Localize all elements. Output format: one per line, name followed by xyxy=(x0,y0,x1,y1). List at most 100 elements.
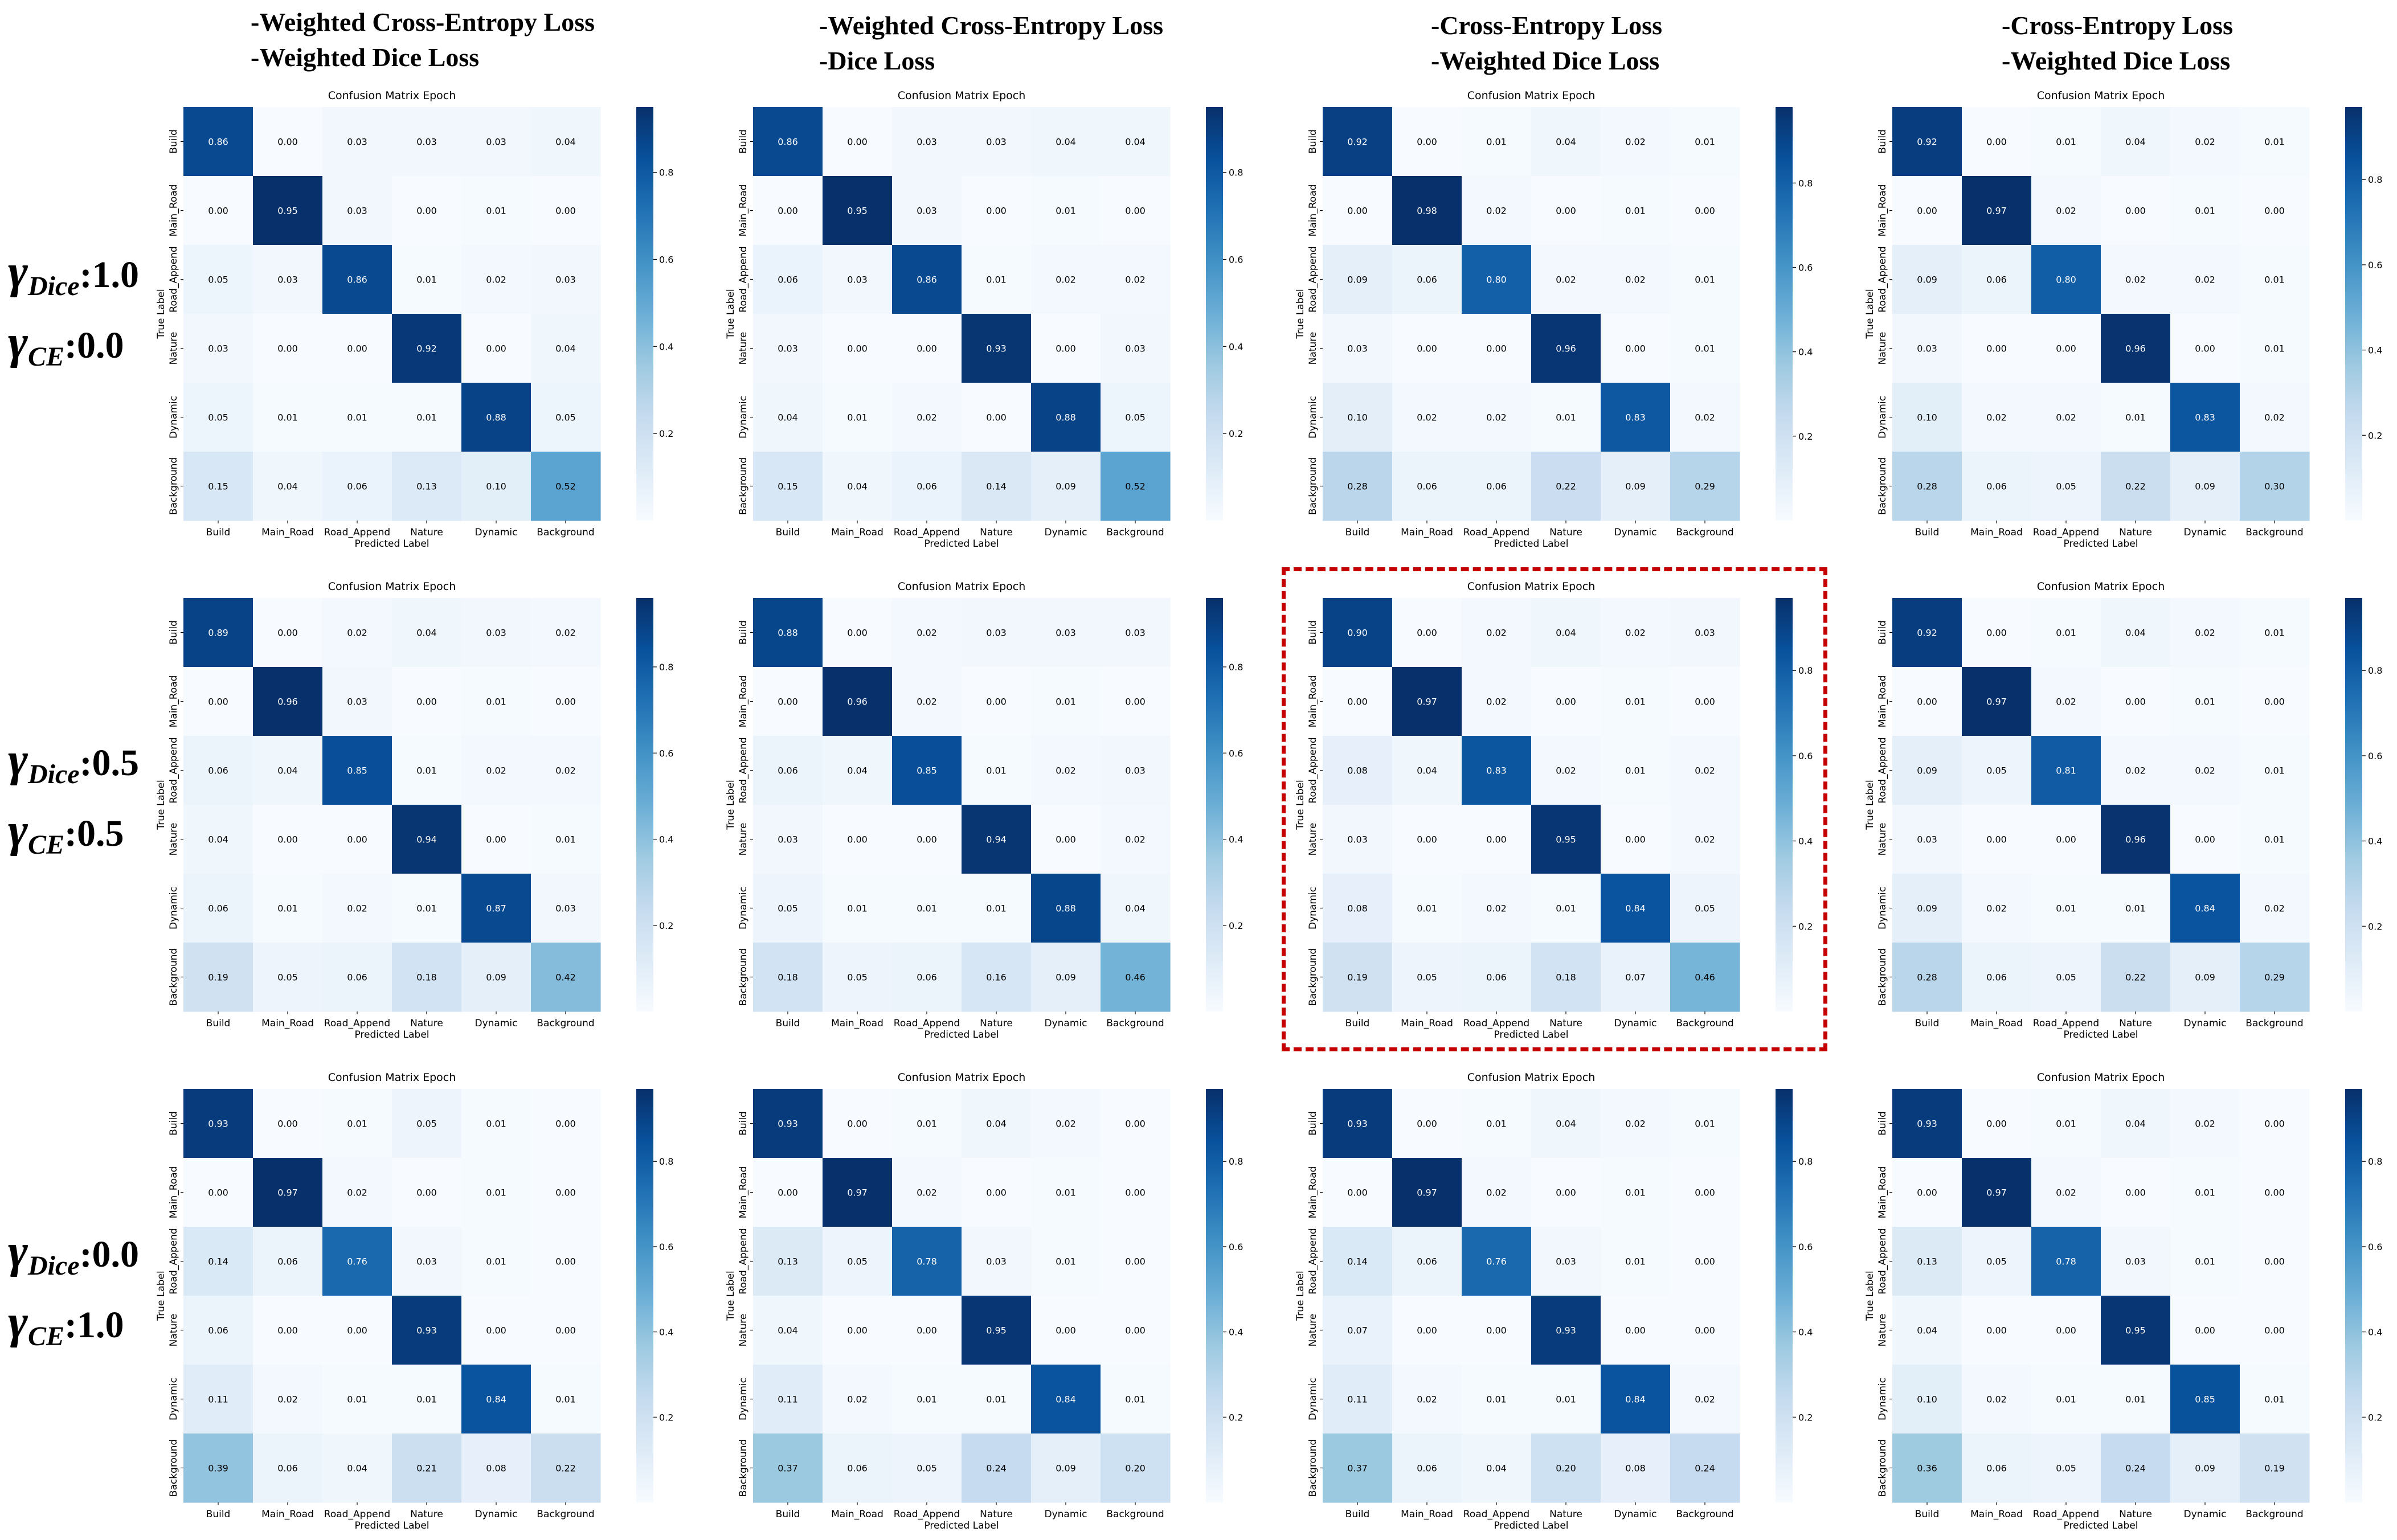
heatmap-cell xyxy=(461,452,531,521)
cell-value: 0.86 xyxy=(347,275,367,285)
heatmap-cell xyxy=(2101,598,2171,667)
heatmap-cell xyxy=(1531,736,1601,805)
y-tick-label: Build xyxy=(168,1111,179,1136)
cell-value: 0.92 xyxy=(1347,137,1368,148)
cell-value: 0.86 xyxy=(208,137,228,148)
confusion-matrix-panel: Confusion Matrix Epoch 0.93 0.00 0.01 0.04 0.… xyxy=(1295,1071,1813,1531)
y-tick-label: Build xyxy=(168,620,179,645)
cell-value: 0.09 xyxy=(1917,765,1937,776)
heatmap-cell xyxy=(461,1227,531,1296)
cell-value: 0.02 xyxy=(1486,1187,1507,1198)
x-tick-label: Build xyxy=(1345,1018,1370,1029)
cell-value: 0.09 xyxy=(486,972,506,983)
y-tick-label: Dynamic xyxy=(1307,1378,1319,1420)
cell-value: 0.09 xyxy=(1056,1463,1076,1474)
cell-value: 0.06 xyxy=(1417,481,1437,492)
heatmap-cell xyxy=(1531,1433,1601,1503)
confusion-matrix-panel: Confusion Matrix Epoch 0.93 0.00 0.01 0.04 0.… xyxy=(1864,1071,2382,1531)
cell-value: 0.29 xyxy=(2264,972,2285,983)
colorbar-tick-label: 0.4 xyxy=(659,1327,673,1338)
cell-value: 0.00 xyxy=(1556,1187,1576,1198)
cell-value: 0.05 xyxy=(847,972,868,983)
y-tick-label: Nature xyxy=(1307,823,1319,856)
cell-value: 0.00 xyxy=(1986,628,2007,638)
cell-value: 0.13 xyxy=(1917,1256,1937,1267)
heatmap-cell xyxy=(531,805,601,874)
cell-value: 0.01 xyxy=(416,412,437,423)
heatmap-cell xyxy=(1031,1227,1101,1296)
cell-value: 0.02 xyxy=(1056,1119,1076,1129)
heatmap-cell xyxy=(253,805,323,874)
colorbar-tick-label: 0.2 xyxy=(659,428,673,439)
x-tick-label: Main_Road xyxy=(1401,1018,1453,1029)
cell-value: 0.85 xyxy=(347,765,367,776)
cell-value: 0.97 xyxy=(1986,697,2007,707)
x-tick-label: Nature xyxy=(410,527,443,538)
x-tick-label: Build xyxy=(206,1509,231,1520)
cell-value: 0.03 xyxy=(1125,765,1146,776)
heatmap-cell xyxy=(1531,667,1601,736)
heatmap-cell xyxy=(1101,107,1171,177)
heatmap-cell xyxy=(2170,452,2240,521)
heatmap-cell xyxy=(2031,245,2101,314)
colorbar-tick-label: 0.8 xyxy=(659,167,673,178)
cell-value: 0.03 xyxy=(555,275,576,285)
x-tick-label: Road_Append xyxy=(2033,1509,2099,1520)
heatmap-cell xyxy=(823,452,893,521)
y-tick-label: Road_Append xyxy=(1877,1228,1888,1294)
cell-value: 0.02 xyxy=(1486,412,1507,423)
panel-title: Confusion Matrix Epoch xyxy=(1467,1071,1596,1084)
heatmap-cell xyxy=(2031,383,2101,452)
column-header-line2: -Weighted Dice Loss xyxy=(251,43,480,72)
cell-value: 0.00 xyxy=(917,343,937,354)
cell-value: 0.01 xyxy=(847,903,868,914)
heatmap-cell xyxy=(2101,1227,2171,1296)
heatmap-cell xyxy=(1670,383,1740,452)
cell-value: 0.98 xyxy=(1417,206,1437,216)
colorbar xyxy=(2345,1089,2362,1502)
heatmap-cell xyxy=(1670,245,1740,314)
cell-value: 0.03 xyxy=(486,628,506,638)
x-tick-label: Build xyxy=(1915,1509,1940,1520)
cell-value: 0.93 xyxy=(1347,1119,1368,1129)
y-tick-label: Build xyxy=(1877,1111,1888,1136)
cell-value: 0.00 xyxy=(778,1187,798,1198)
heatmap-cell xyxy=(183,176,253,245)
heatmap-cell xyxy=(322,805,392,874)
cell-value: 0.02 xyxy=(2056,1187,2076,1198)
colorbar-tick-label: 0.2 xyxy=(2368,430,2382,441)
cell-value: 0.03 xyxy=(847,275,868,285)
cell-value: 0.01 xyxy=(986,903,1007,914)
colorbar-tick-label: 0.2 xyxy=(1798,431,1813,442)
cell-value: 0.01 xyxy=(1695,137,1715,148)
colorbar xyxy=(636,598,653,1011)
x-axis-label: Predicted Label xyxy=(924,538,999,550)
cell-value: 0.83 xyxy=(1486,765,1507,776)
cell-value: 0.04 xyxy=(1556,628,1576,638)
heatmap-cell xyxy=(253,107,323,177)
cell-value: 0.00 xyxy=(1986,137,2007,148)
y-tick-label: Road_Append xyxy=(168,737,179,803)
heatmap-cell xyxy=(1101,1433,1171,1503)
cell-value: 0.00 xyxy=(2195,834,2215,845)
y-tick-label: Road_Append xyxy=(738,1228,749,1294)
cell-value: 0.01 xyxy=(486,1119,506,1129)
heatmap-cell xyxy=(2240,874,2310,943)
cell-value: 0.02 xyxy=(1695,1394,1715,1405)
cell-value: 0.03 xyxy=(208,343,228,354)
colorbar-tick-label: 0.2 xyxy=(1229,1412,1243,1423)
heatmap-cell xyxy=(1323,805,1393,874)
heatmap-cell xyxy=(823,314,893,383)
cell-value: 0.03 xyxy=(917,137,937,148)
heatmap-cell xyxy=(1601,667,1671,736)
cell-value: 0.46 xyxy=(1695,972,1715,983)
heatmap-cell xyxy=(253,1365,323,1434)
colorbar xyxy=(1776,598,1793,1011)
x-tick-label: Build xyxy=(1915,1018,1940,1029)
cell-value: 0.14 xyxy=(986,481,1007,492)
heatmap-cell xyxy=(2101,1296,2171,1365)
heatmap-cell xyxy=(2240,1365,2310,1434)
heatmap-cell xyxy=(1101,1365,1171,1434)
heatmap-cell xyxy=(892,874,962,943)
heatmap-cell xyxy=(1101,736,1171,805)
